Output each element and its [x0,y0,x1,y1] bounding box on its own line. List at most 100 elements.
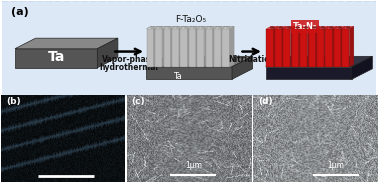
Polygon shape [196,26,200,67]
Polygon shape [308,29,316,67]
Polygon shape [180,26,192,29]
Polygon shape [213,26,217,67]
Polygon shape [147,26,158,29]
Circle shape [321,26,325,29]
Polygon shape [334,29,341,67]
Polygon shape [164,29,170,67]
Polygon shape [308,26,320,29]
Polygon shape [266,67,352,79]
Polygon shape [283,29,290,67]
Circle shape [159,26,163,29]
Polygon shape [172,29,179,67]
Polygon shape [223,26,234,29]
Text: 1μm: 1μm [327,161,344,170]
Text: (a): (a) [11,7,29,17]
Polygon shape [300,29,307,67]
Circle shape [279,26,283,29]
Circle shape [150,26,155,29]
Polygon shape [349,26,354,67]
Polygon shape [333,26,337,67]
Polygon shape [146,56,253,67]
Circle shape [209,26,214,29]
Circle shape [296,26,300,29]
Polygon shape [282,26,287,67]
Polygon shape [352,56,372,79]
Polygon shape [197,29,204,67]
Polygon shape [292,29,299,67]
Text: Ta: Ta [48,50,65,64]
Polygon shape [325,26,337,29]
Text: F-Ta₂O₅: F-Ta₂O₅ [175,15,206,24]
Polygon shape [307,26,312,67]
Circle shape [176,26,180,29]
Circle shape [226,26,230,29]
Polygon shape [221,26,226,67]
Polygon shape [154,26,158,67]
Circle shape [270,26,274,29]
Polygon shape [155,26,167,29]
Circle shape [192,26,197,29]
Polygon shape [162,26,167,67]
Polygon shape [317,29,324,67]
Polygon shape [290,26,295,67]
Circle shape [218,26,222,29]
Polygon shape [317,26,328,29]
Polygon shape [300,26,312,29]
Text: (b): (b) [6,97,21,106]
Polygon shape [266,26,278,29]
Polygon shape [15,38,118,49]
Polygon shape [189,29,196,67]
Polygon shape [189,26,200,29]
Polygon shape [172,26,184,29]
Text: (c): (c) [132,97,145,106]
Text: 1μm: 1μm [185,161,202,170]
Polygon shape [147,29,154,67]
Text: Nitridation: Nitridation [228,55,275,64]
Polygon shape [275,26,287,29]
Polygon shape [146,67,232,79]
Polygon shape [164,26,175,29]
Polygon shape [316,26,320,67]
Polygon shape [266,56,372,67]
Polygon shape [266,29,274,67]
Polygon shape [325,29,333,67]
Polygon shape [334,26,345,29]
Polygon shape [187,26,192,67]
Polygon shape [342,29,349,67]
Text: Vapor-phase: Vapor-phase [102,55,156,64]
Polygon shape [275,29,282,67]
Circle shape [201,26,205,29]
Polygon shape [204,26,209,67]
Circle shape [167,26,171,29]
Polygon shape [214,29,221,67]
Circle shape [312,26,316,29]
Circle shape [346,26,350,29]
Circle shape [184,26,188,29]
Polygon shape [274,26,278,67]
Polygon shape [206,26,217,29]
Polygon shape [170,26,175,67]
FancyBboxPatch shape [0,0,378,97]
Polygon shape [206,29,213,67]
Circle shape [338,26,342,29]
Polygon shape [342,26,354,29]
Polygon shape [197,26,209,29]
Polygon shape [341,26,345,67]
Polygon shape [292,26,303,29]
Polygon shape [324,26,328,67]
Polygon shape [223,29,229,67]
Polygon shape [232,56,253,79]
Circle shape [287,26,291,29]
Text: (d): (d) [258,97,273,106]
Polygon shape [97,38,118,68]
Circle shape [329,26,333,29]
Text: Ta: Ta [174,72,182,81]
Polygon shape [299,26,303,67]
Polygon shape [15,49,97,68]
Polygon shape [179,26,184,67]
Polygon shape [229,26,234,67]
Polygon shape [214,26,226,29]
Text: hydrothermal: hydrothermal [100,63,159,72]
Circle shape [304,26,308,29]
Text: Ta₃N₅: Ta₃N₅ [293,22,317,31]
